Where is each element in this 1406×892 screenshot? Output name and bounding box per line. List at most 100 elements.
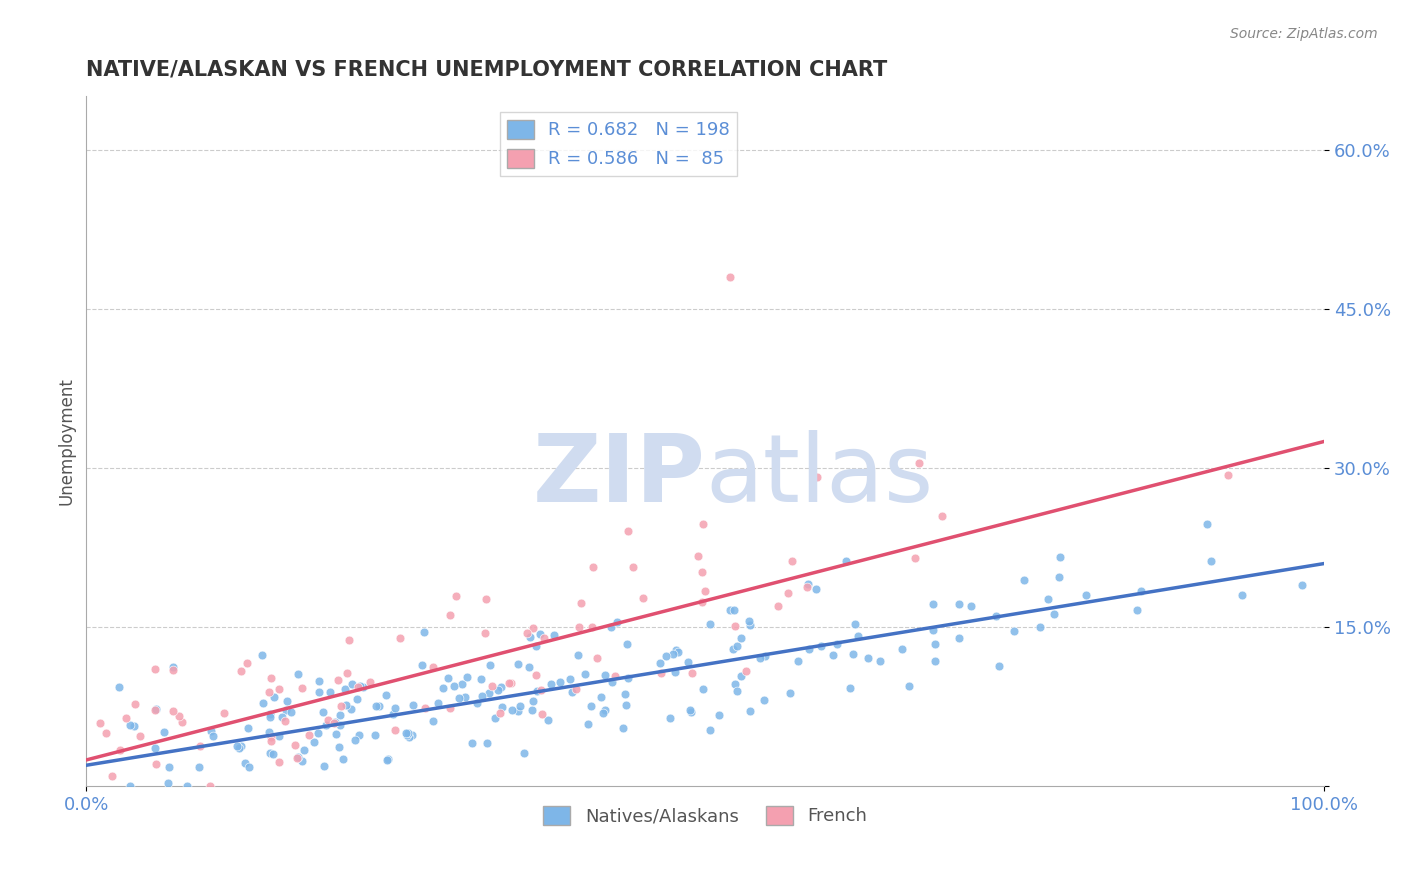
Point	[1002, 624, 1025, 638]
Point	[329, 699, 352, 714]
Point	[422, 660, 444, 674]
Point	[898, 679, 921, 693]
Point	[1029, 620, 1052, 634]
Point	[664, 665, 686, 680]
Point	[856, 650, 879, 665]
Point	[269, 729, 291, 743]
Point	[603, 669, 626, 683]
Point	[388, 631, 411, 645]
Point	[593, 668, 616, 682]
Point	[681, 665, 703, 680]
Point	[422, 714, 444, 728]
Point	[1199, 554, 1222, 568]
Point	[432, 681, 454, 695]
Point	[100, 769, 122, 783]
Point	[108, 680, 131, 694]
Point	[621, 560, 644, 574]
Point	[1043, 607, 1066, 622]
Point	[335, 698, 357, 712]
Point	[907, 456, 929, 470]
Point	[543, 628, 565, 642]
Point	[665, 643, 688, 657]
Point	[679, 703, 702, 717]
Point	[238, 760, 260, 774]
Point	[375, 688, 398, 702]
Point	[1036, 592, 1059, 607]
Point	[666, 645, 689, 659]
Point	[124, 697, 146, 711]
Point	[347, 728, 370, 742]
Point	[332, 752, 354, 766]
Point	[738, 704, 761, 718]
Point	[328, 673, 350, 687]
Point	[519, 630, 541, 644]
Point	[924, 637, 946, 651]
Point	[582, 560, 605, 574]
Point	[616, 637, 638, 651]
Point	[631, 591, 654, 605]
Point	[491, 700, 513, 714]
Point	[325, 727, 347, 741]
Point	[530, 682, 553, 697]
Point	[411, 658, 433, 673]
Point	[725, 639, 748, 653]
Point	[366, 698, 388, 713]
Point	[259, 706, 281, 721]
Point	[513, 746, 536, 760]
Point	[451, 677, 474, 691]
Point	[1074, 588, 1097, 602]
Point	[987, 659, 1010, 673]
Point	[585, 651, 607, 665]
Point	[367, 698, 389, 713]
Point	[576, 717, 599, 731]
Point	[537, 713, 560, 727]
Point	[779, 686, 801, 700]
Point	[439, 608, 461, 623]
Point	[890, 642, 912, 657]
Point	[271, 710, 294, 724]
Point	[188, 760, 211, 774]
Point	[276, 694, 298, 708]
Point	[616, 524, 638, 538]
Point	[274, 714, 297, 728]
Point	[402, 698, 425, 713]
Point	[162, 704, 184, 718]
Point	[614, 698, 637, 712]
Point	[120, 718, 142, 732]
Point	[162, 664, 184, 678]
Point	[396, 726, 419, 740]
Point	[461, 736, 484, 750]
Point	[489, 706, 512, 721]
Point	[842, 647, 865, 661]
Point	[725, 684, 748, 698]
Point	[359, 675, 381, 690]
Point	[269, 682, 291, 697]
Point	[444, 589, 467, 603]
Point	[522, 621, 544, 635]
Point	[839, 681, 862, 695]
Point	[869, 654, 891, 668]
Y-axis label: Unemployment: Unemployment	[58, 377, 75, 506]
Point	[259, 746, 281, 760]
Point	[690, 594, 713, 608]
Point	[145, 702, 167, 716]
Point	[439, 701, 461, 715]
Point	[377, 752, 399, 766]
Point	[922, 597, 945, 611]
Point	[260, 731, 283, 745]
Legend: Natives/Alaskans, French: Natives/Alaskans, French	[536, 798, 875, 832]
Point	[437, 671, 460, 685]
Point	[329, 708, 352, 723]
Point	[395, 728, 418, 742]
Point	[931, 508, 953, 523]
Point	[574, 667, 596, 681]
Point	[252, 696, 274, 710]
Point	[600, 675, 623, 690]
Point	[692, 516, 714, 531]
Point	[550, 675, 572, 690]
Point	[156, 776, 179, 790]
Point	[799, 642, 821, 657]
Point	[352, 680, 374, 694]
Point	[524, 639, 547, 653]
Point	[526, 684, 548, 698]
